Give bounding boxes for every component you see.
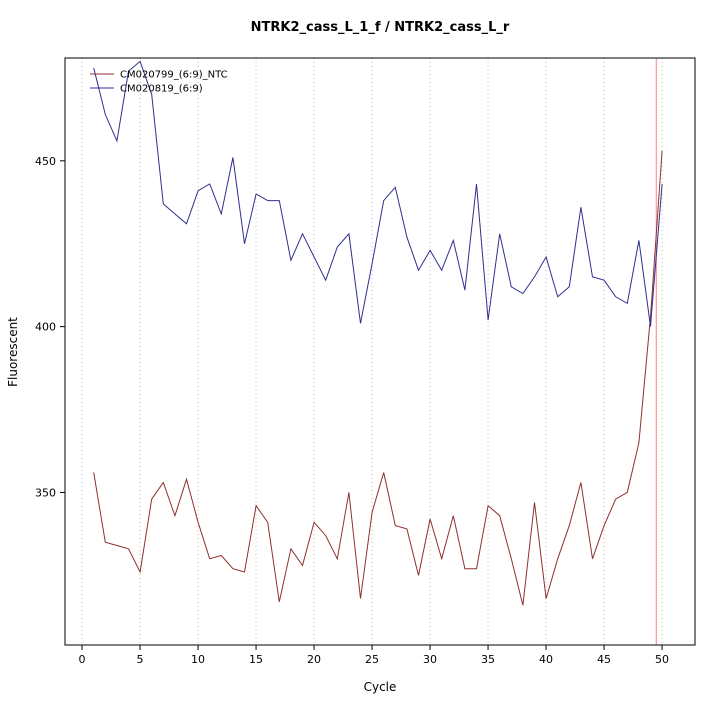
x-tick-label: 25 bbox=[365, 653, 379, 666]
series-line-0 bbox=[93, 150, 663, 606]
x-tick-label: 35 bbox=[481, 653, 495, 666]
x-tick-label: 15 bbox=[249, 653, 263, 666]
x-tick-label: 10 bbox=[191, 653, 205, 666]
chart-title: NTRK2_cass_L_1_f / NTRK2_cass_L_r bbox=[251, 20, 510, 35]
x-tick-label: 20 bbox=[307, 653, 321, 666]
x-axis-label: Cycle bbox=[364, 680, 397, 694]
legend: CM020799_(6:9)_NTC CM020819_(6:9) bbox=[90, 70, 228, 95]
legend-label-ntc: CM020799_(6:9)_NTC bbox=[120, 70, 228, 81]
x-tick-label: 5 bbox=[137, 653, 144, 666]
y-tick-label: 400 bbox=[35, 321, 56, 334]
x-tick-label: 40 bbox=[539, 653, 553, 666]
series-line-1 bbox=[93, 60, 663, 327]
x-tick-label: 30 bbox=[423, 653, 437, 666]
x-tick-label: 45 bbox=[597, 653, 611, 666]
x-tick-label: 50 bbox=[655, 653, 669, 666]
x-tick-label: 0 bbox=[79, 653, 86, 666]
y-tick-label: 350 bbox=[35, 486, 56, 499]
plot-frame bbox=[64, 57, 696, 646]
chart-plot-area: 0 5 10 15 20 25 30 35 40 45 50 350 400 450 bbox=[35, 57, 696, 666]
y-tick-label: 450 bbox=[35, 155, 56, 168]
legend-label-sample: CM020819_(6:9) bbox=[120, 84, 203, 95]
y-axis-label: Fluorescent bbox=[6, 317, 20, 387]
